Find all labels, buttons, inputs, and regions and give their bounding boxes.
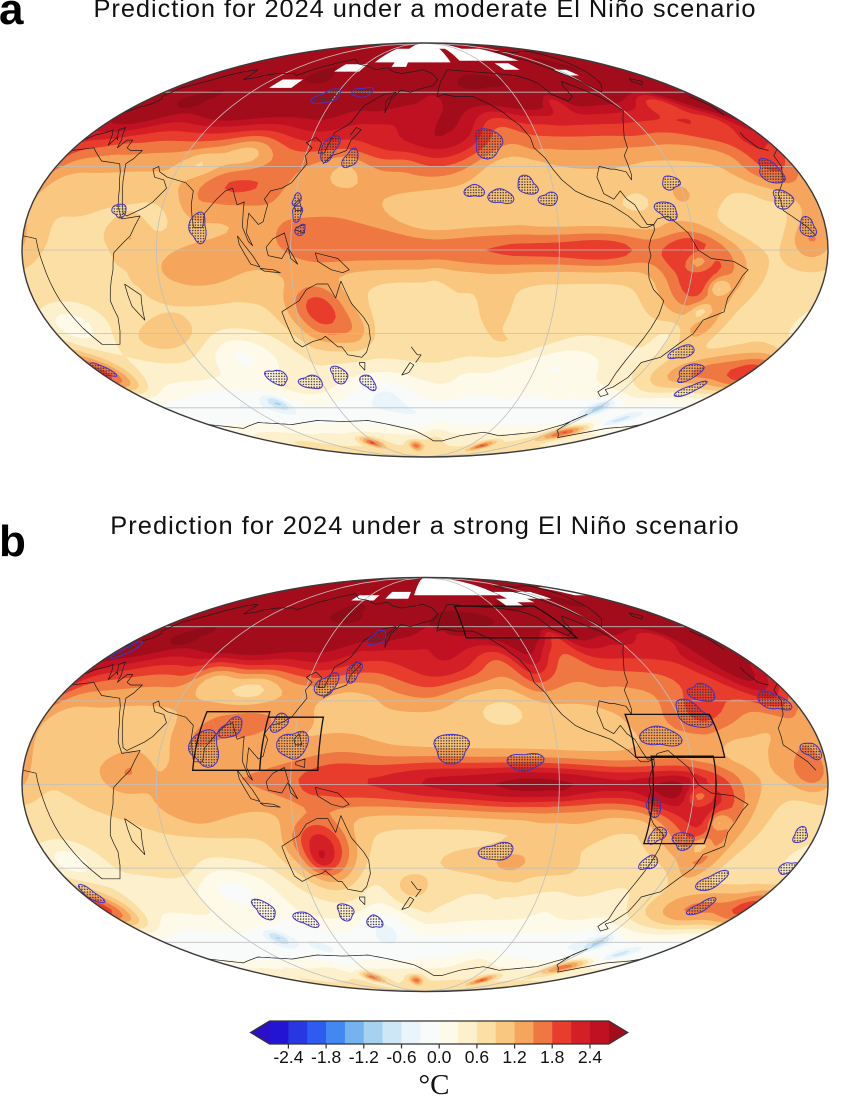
- svg-text:0.0: 0.0: [427, 1047, 452, 1067]
- svg-text:-2.4: -2.4: [273, 1047, 303, 1067]
- svg-text:-1.8: -1.8: [311, 1047, 341, 1067]
- svg-text:2.4: 2.4: [578, 1047, 603, 1067]
- svg-text:b: b: [0, 517, 26, 566]
- svg-text:-1.2: -1.2: [349, 1047, 379, 1067]
- svg-text:0.6: 0.6: [465, 1047, 489, 1067]
- svg-text:Prediction for 2024 under a st: Prediction for 2024 under a strong El Ni…: [110, 512, 739, 540]
- svg-text:1.8: 1.8: [540, 1047, 564, 1067]
- svg-text:1.2: 1.2: [502, 1047, 526, 1067]
- svg-text:-0.6: -0.6: [386, 1047, 416, 1067]
- svg-text:°C: °C: [419, 1069, 450, 1095]
- svg-text:Prediction for 2024 under a mo: Prediction for 2024 under a moderate El …: [94, 0, 757, 23]
- svg-text:a: a: [0, 0, 24, 34]
